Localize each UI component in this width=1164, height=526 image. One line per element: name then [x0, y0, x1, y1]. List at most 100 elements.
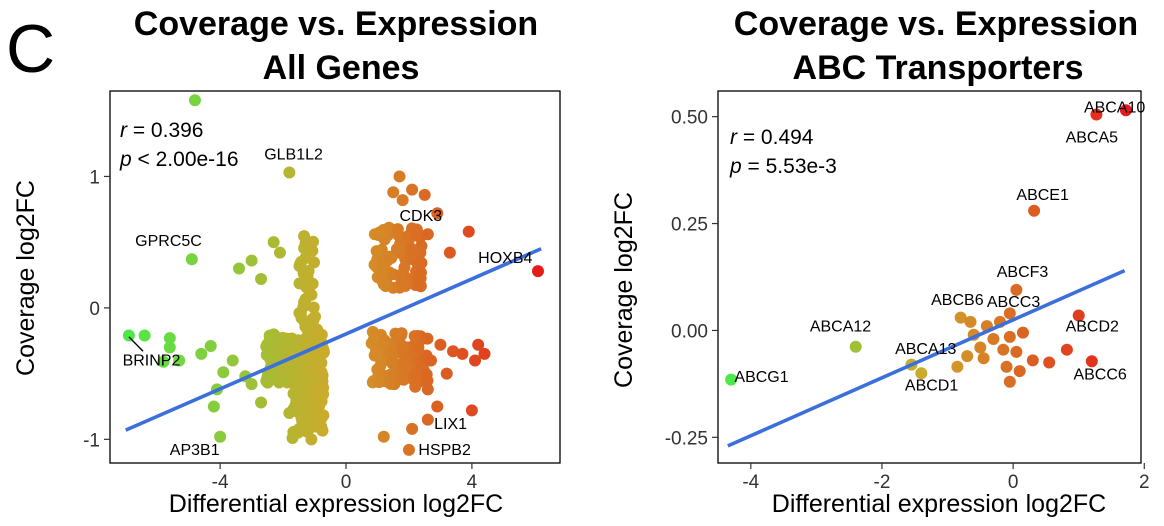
- data-point-abcc6: [1085, 355, 1098, 368]
- data-point: [394, 269, 407, 282]
- data-point: [1043, 356, 1056, 369]
- data-point: [421, 413, 434, 426]
- stat-p-value-right: = 5.53e-3: [742, 155, 837, 178]
- point-label-ap3b1: AP3B1: [170, 442, 220, 459]
- data-point: [399, 361, 412, 374]
- data-point: [312, 355, 325, 368]
- data-point: [410, 225, 423, 238]
- point-label-glb1l2: GLB1L2: [264, 146, 323, 163]
- data-point: [292, 377, 305, 390]
- point-label-hspb2: HSPB2: [418, 442, 471, 459]
- data-point: [298, 242, 311, 255]
- x-tick-label-left: 4: [467, 472, 478, 493]
- data-point: [421, 332, 434, 345]
- data-point: [163, 332, 176, 345]
- data-point: [421, 383, 434, 396]
- data-point: [283, 407, 296, 420]
- data-point: [185, 253, 198, 266]
- label-leader-line: [128, 336, 144, 352]
- chart-title-right: Coverage vs. Expression: [734, 5, 1138, 43]
- x-tick-label-right: -2: [874, 472, 891, 493]
- data-point: [157, 355, 170, 368]
- data-point: [1003, 375, 1016, 388]
- data-point: [305, 433, 318, 446]
- data-point: [408, 330, 421, 343]
- data-point: [207, 400, 220, 413]
- x-tick-label-right: -4: [742, 472, 759, 493]
- data-point-abcd1: [915, 367, 928, 380]
- data-point: [406, 422, 419, 435]
- stat-r-value-left: = 0.396: [127, 119, 203, 142]
- data-point: [424, 354, 437, 367]
- point-label-abce1: ABCE1: [1016, 187, 1069, 204]
- data-point: [951, 360, 964, 373]
- data-point: [1016, 326, 1029, 339]
- data-point: [397, 342, 410, 355]
- data-point: [317, 381, 330, 394]
- data-point: [299, 251, 312, 264]
- data-point: [977, 352, 990, 365]
- data-point: [138, 329, 151, 342]
- data-point: [407, 244, 420, 257]
- data-point-abca12: [849, 340, 862, 353]
- y-axis-title-right: Coverage log2FC: [610, 192, 638, 388]
- regression-line: [727, 268, 1126, 448]
- data-point: [414, 266, 427, 279]
- stat-p-right: p = 5.53e-3: [729, 155, 837, 178]
- data-point: [373, 376, 386, 389]
- data-point: [304, 364, 317, 377]
- data-point: [964, 315, 977, 328]
- point-label-abca10: ABCA10: [1084, 99, 1145, 116]
- data-point: [376, 266, 389, 279]
- data-point: [431, 400, 444, 413]
- stat-r-left: r = 0.396: [120, 119, 203, 142]
- data-point: [469, 354, 482, 367]
- data-point: [371, 347, 384, 360]
- data-point: [261, 371, 274, 384]
- data-point: [443, 246, 456, 259]
- point-label-abcc6: ABCC6: [1073, 367, 1126, 384]
- data-point: [465, 404, 478, 417]
- data-point: [383, 250, 396, 263]
- point-label-abcf3: ABCF3: [997, 264, 1049, 281]
- x-axis-title-left: Differential expression log2FC: [169, 490, 503, 518]
- chart-title-left: Coverage vs. Expression: [134, 5, 538, 43]
- data-point: [267, 236, 280, 249]
- data-point: [298, 230, 311, 243]
- point-label-abca13: ABCA13: [895, 341, 956, 358]
- data-point-abca5: [1090, 108, 1103, 121]
- data-point: [292, 358, 305, 371]
- data-point: [188, 94, 201, 107]
- regression-line: [125, 247, 542, 432]
- data-point: [414, 280, 427, 293]
- y-axis-title-left: Coverage log2FC: [12, 180, 40, 376]
- y-tick-label-right: 0.50: [671, 108, 708, 129]
- x-axis-title-right: Differential expression log2FC: [772, 490, 1106, 518]
- data-point: [277, 366, 290, 379]
- point-label-abcd2: ABCD2: [1066, 319, 1119, 336]
- data-point-abcc3: [1003, 307, 1016, 320]
- data-point: [478, 347, 491, 360]
- data-point: [384, 374, 397, 387]
- data-point: [315, 395, 328, 408]
- data-point: [283, 166, 296, 179]
- data-point: [1060, 343, 1073, 356]
- x-tick-label-left: -4: [212, 472, 229, 493]
- y-tick-label-left: 1: [89, 167, 100, 188]
- data-point: [434, 338, 447, 351]
- plot-frame-right: [717, 90, 1142, 464]
- data-point: [295, 398, 308, 411]
- data-point: [293, 277, 306, 290]
- data-point: [421, 228, 434, 241]
- data-point: [273, 246, 286, 259]
- panel-letter: C: [6, 11, 55, 87]
- data-point: [307, 314, 320, 327]
- data-point-abcb6: [954, 311, 967, 324]
- data-point: [287, 387, 300, 400]
- data-point: [431, 207, 444, 220]
- data-point: [283, 339, 296, 352]
- data-point-abcd2: [1072, 309, 1085, 322]
- data-point: [393, 170, 406, 183]
- data-point: [531, 265, 544, 278]
- data-point: [418, 188, 431, 201]
